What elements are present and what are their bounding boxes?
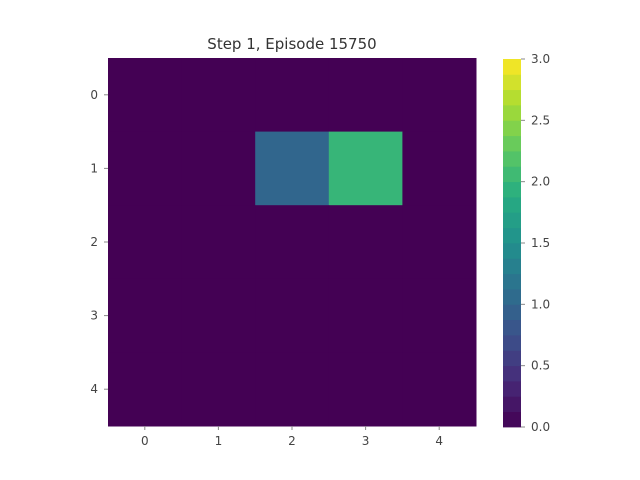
x-tick-label: 2 xyxy=(288,434,296,448)
y-axis: 0 1 2 3 4 xyxy=(90,88,108,396)
colorbar-tick-label: 2.5 xyxy=(531,113,550,127)
colorbar xyxy=(503,59,521,428)
y-tick-label: 4 xyxy=(90,382,98,396)
chart-title: Step 1, Episode 15750 xyxy=(207,35,376,53)
colorbar-segment xyxy=(503,166,521,183)
colorbar-segment xyxy=(503,120,521,137)
colorbar-segment xyxy=(503,411,521,428)
heatmap-cell xyxy=(255,58,330,133)
heatmap-cell xyxy=(328,352,403,427)
heatmap-cell xyxy=(255,352,330,427)
heatmap-cell xyxy=(328,131,403,206)
colorbar-segment xyxy=(503,135,521,152)
colorbar-segment xyxy=(503,105,521,121)
heatmap-cell xyxy=(181,352,256,427)
colorbar-segment xyxy=(503,59,521,75)
y-tick-label: 3 xyxy=(90,309,98,323)
heatmap-cell xyxy=(402,205,477,280)
colorbar-segment xyxy=(503,350,521,367)
colorbar-segment xyxy=(503,181,521,198)
y-tick-label: 0 xyxy=(90,88,98,102)
heatmap-cell xyxy=(108,278,183,353)
heatmap-cell xyxy=(181,278,256,353)
colorbar-segment xyxy=(503,273,521,290)
heatmap-cell xyxy=(108,131,183,206)
colorbar-segment xyxy=(503,197,521,213)
colorbar-tick-label: 2.0 xyxy=(531,175,550,189)
colorbar-tick-label: 0.5 xyxy=(531,359,550,373)
heatmap-cell xyxy=(402,278,477,353)
heatmap-cell xyxy=(108,205,183,280)
colorbar-tick-label: 1.5 xyxy=(531,236,550,250)
x-tick-label: 3 xyxy=(362,434,370,448)
colorbar-segment xyxy=(503,304,521,321)
heatmap-cell xyxy=(181,131,256,206)
heatmap-cell xyxy=(181,58,256,133)
heatmap-cell xyxy=(181,205,256,280)
colorbar-segment xyxy=(503,243,521,259)
colorbar-segment xyxy=(503,319,521,336)
heatmap-cell xyxy=(108,58,183,133)
heatmap-cell xyxy=(255,278,330,353)
colorbar-segment xyxy=(503,289,521,305)
x-tick-label: 0 xyxy=(141,434,149,448)
colorbar-segment xyxy=(503,335,521,351)
heatmap-cell xyxy=(328,278,403,353)
x-axis: 0 1 2 3 4 xyxy=(141,426,443,448)
y-tick-label: 2 xyxy=(90,235,98,249)
heatmap-cell xyxy=(402,131,477,206)
colorbar-segment xyxy=(503,258,521,275)
colorbar-segment xyxy=(503,396,521,413)
colorbar-segment xyxy=(503,89,521,106)
colorbar-segment xyxy=(503,227,521,244)
x-tick-label: 1 xyxy=(215,434,223,448)
colorbar-segment xyxy=(503,212,521,229)
x-tick-label: 4 xyxy=(435,434,443,448)
colorbar-segment xyxy=(503,151,521,167)
heatmap-cell xyxy=(328,205,403,280)
heatmap-cell xyxy=(402,58,477,133)
heatmap-cell xyxy=(402,352,477,427)
colorbar-axis: 0.0 0.5 1.0 1.5 2.0 2.5 3.0 xyxy=(521,52,550,434)
colorbar-segment xyxy=(503,74,521,91)
heatmap-cell xyxy=(328,58,403,133)
colorbar-tick-label: 0.0 xyxy=(531,420,550,434)
heatmap-cell xyxy=(255,131,330,206)
colorbar-tick-label: 1.0 xyxy=(531,297,550,311)
colorbar-tick-label: 3.0 xyxy=(531,52,550,66)
colorbar-segment xyxy=(503,365,521,382)
y-tick-label: 1 xyxy=(90,161,98,175)
colorbar-segment xyxy=(503,381,521,397)
heatmap-cell xyxy=(108,352,183,427)
heatmap-cell xyxy=(255,205,330,280)
heatmap xyxy=(108,58,477,427)
